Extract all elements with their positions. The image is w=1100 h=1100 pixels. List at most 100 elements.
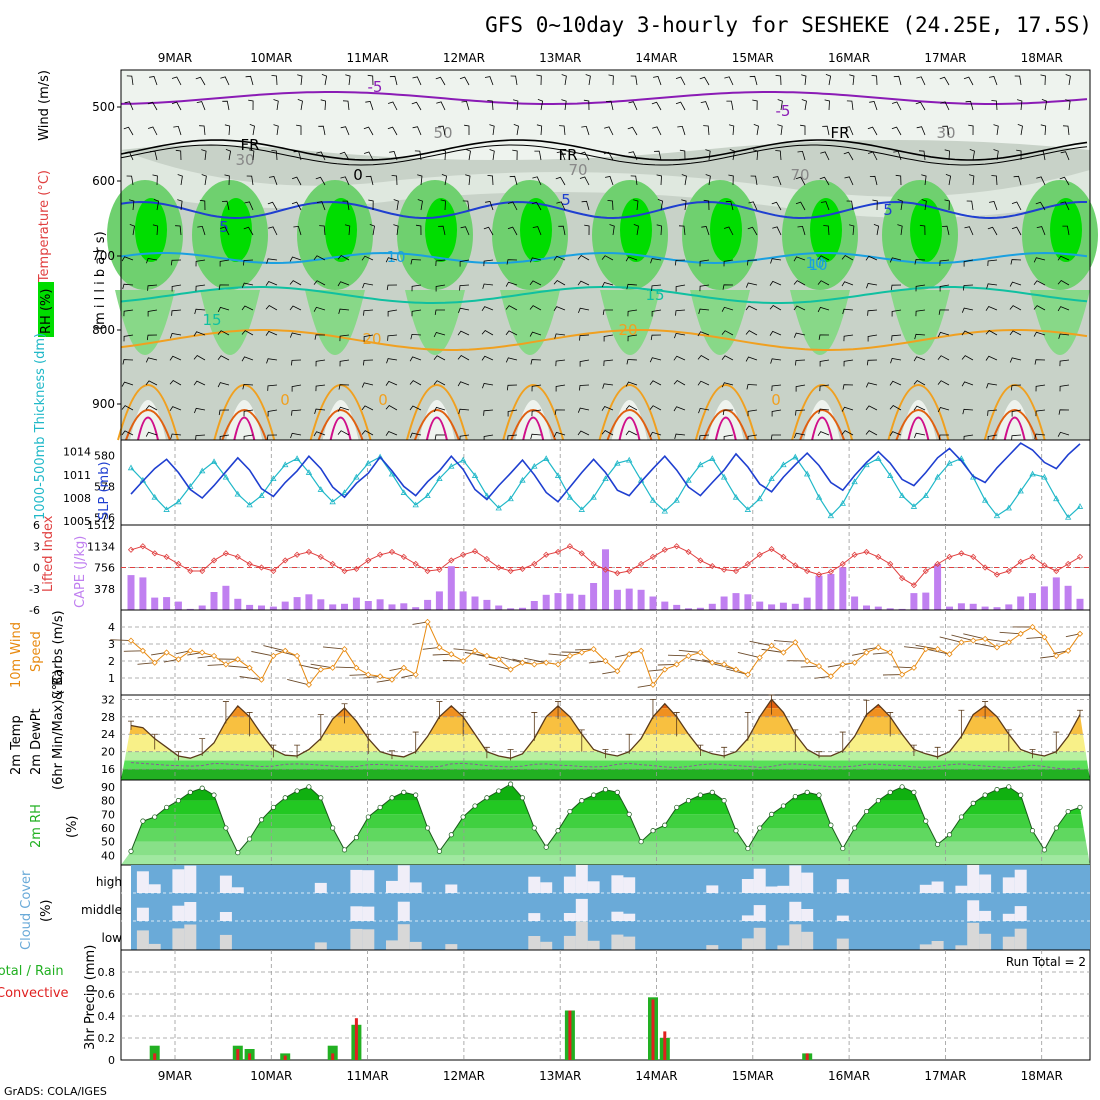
wind-speed-point: [294, 652, 301, 659]
date-label-bottom: 9MAR: [158, 1069, 193, 1083]
wind-barb: [559, 125, 566, 136]
cape-bar: [222, 585, 230, 610]
wind-barb: [699, 76, 710, 86]
lifted-index-point: [827, 568, 834, 575]
wind-barb: [817, 431, 830, 437]
wind-barb: [750, 175, 758, 186]
precip-tick: 0.8: [98, 966, 116, 979]
wind-barb: [246, 175, 254, 186]
cape-bar: [554, 593, 562, 610]
wind-barb: [627, 334, 638, 342]
wind-barb: [1011, 434, 1022, 441]
cloud-gap: [1002, 877, 1015, 893]
cape-bar: [578, 594, 586, 610]
minmax-whisker: [246, 712, 253, 737]
lifted-index-point: [756, 551, 763, 558]
li-ticks: -6 -3 0 3 6 1512 1134 756 378: [29, 519, 115, 617]
thickness-point: [198, 467, 206, 474]
wind-barb: [841, 430, 854, 436]
cloud-unit-label: (%): [39, 900, 54, 923]
wind-speed-point: [282, 647, 289, 654]
wind-barb: [386, 284, 398, 291]
wind-speed-point: [827, 673, 834, 680]
wind-barb: [700, 101, 710, 111]
wind-barb: [987, 226, 998, 236]
wind-barb: [489, 149, 495, 161]
cloud-gap: [397, 924, 410, 950]
wind-barb: [674, 259, 686, 266]
rh-point: [863, 808, 870, 815]
wind-barb: [344, 224, 351, 236]
thickness-line: [130, 456, 1081, 519]
wind-barb: [457, 354, 470, 361]
rh-point: [496, 788, 502, 794]
wind-barb: [889, 431, 902, 437]
wind-barb: [147, 126, 158, 136]
cloud-gap: [219, 875, 232, 893]
wind-barb: [265, 281, 278, 286]
wind10m-panel: 4 3 2 1 10m Wind Speed & Barbs (m/s): [9, 609, 1091, 700]
wind-speed-point: [934, 646, 941, 653]
contour-label: FR: [830, 124, 849, 142]
lifted-index-point: [282, 557, 289, 564]
contour-label: 5: [561, 191, 571, 209]
lifted-index-point: [709, 563, 716, 570]
wind-barb: [844, 126, 854, 136]
cape-bar: [1052, 577, 1060, 610]
wind-barb: [1057, 279, 1070, 286]
wind-barb: [464, 124, 470, 135]
lifted-index-point: [1041, 562, 1048, 569]
cape-bar: [957, 603, 965, 610]
precip-tick: 0.4: [98, 1010, 116, 1023]
wind-barb: [484, 76, 494, 86]
wind-barb: [846, 100, 854, 111]
cloud-gap: [362, 929, 375, 950]
wind-barb: [873, 224, 880, 236]
wind-barb: [195, 76, 206, 86]
slp-frame: [120, 439, 1091, 526]
wind-barb: [1034, 359, 1046, 365]
wind-barb: [147, 101, 158, 111]
wind-barb: [601, 429, 614, 436]
cape-bar: [163, 597, 171, 610]
wind-barb: [969, 149, 975, 161]
wind-barb: [842, 384, 854, 390]
wind-barb: [293, 150, 302, 161]
wind-barb-10m: [999, 631, 1021, 635]
wind-barb-10m: [110, 639, 132, 642]
wind-barb: [729, 149, 735, 161]
isotherm-hottest-arch: [522, 416, 545, 441]
wind-speed-point: [1076, 630, 1084, 637]
wind-speed-point: [460, 657, 467, 665]
rh-point: [1065, 808, 1071, 815]
wind-barb-10m: [123, 650, 143, 652]
lifted-index-point: [400, 553, 407, 560]
rh-point: [840, 845, 846, 852]
cloud-gap: [623, 913, 636, 921]
wind-barb: [843, 334, 854, 342]
wind-barb: [965, 100, 974, 111]
wind-barb: [1035, 384, 1046, 392]
rh-point: [519, 795, 526, 801]
wind-barb: [993, 149, 999, 161]
rh-point: [258, 817, 265, 823]
wind-barb: [985, 355, 998, 361]
lifted-index-point: [910, 582, 917, 589]
wind-barb: [241, 305, 254, 311]
wind-barb: [339, 151, 350, 161]
wind-barb: [968, 174, 975, 186]
wind-barb: [848, 224, 855, 236]
cape-bar: [874, 606, 882, 610]
rh-point: [946, 832, 953, 838]
wind-speed-point: [875, 644, 882, 651]
wind-barb: [461, 100, 470, 111]
wind-tick: 4: [108, 621, 115, 634]
wind-barb: [289, 280, 302, 286]
profile-temperature-label: Temperature (°C): [37, 170, 52, 283]
wind-barb: [820, 151, 830, 161]
wind-barb: [577, 254, 590, 261]
lifted-index-point: [483, 555, 490, 563]
rh-point: [923, 818, 929, 824]
wind-barb: [578, 307, 590, 314]
lifted-cape-panel: -6 -3 0 3 6 1512 1134 756 378 Lifted Index CAPE …: [29, 515, 1091, 617]
